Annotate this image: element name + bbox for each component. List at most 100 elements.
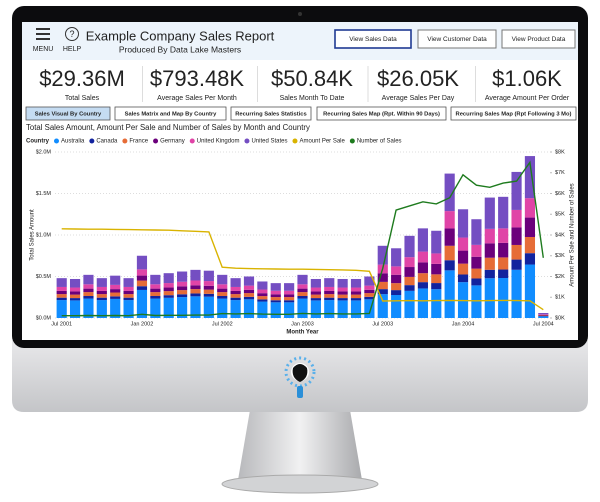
y-tick-label: $1.5M: [36, 191, 52, 197]
bar-segment: [136, 280, 148, 287]
bar-segment: [150, 292, 161, 297]
y2-tick-label: $4K: [555, 232, 565, 238]
bar-segment: [350, 300, 362, 318]
bar-segment: [110, 275, 121, 285]
x-tick-label: Jan 2002: [131, 321, 154, 327]
bar-segment: [217, 298, 228, 318]
bar-segment: [217, 284, 228, 289]
bar-segment: [310, 298, 321, 301]
bar-segment: [243, 293, 255, 297]
tab[interactable]: [25, 106, 111, 121]
help-button[interactable]: ? HELP: [63, 27, 82, 53]
bar-segment: [431, 230, 442, 254]
bar-segment: [284, 294, 295, 298]
nav-button[interactable]: [417, 29, 497, 49]
tab-label: Recurring Sales Map (Rpt. Within 90 Days…: [323, 112, 440, 118]
bar-segment: [484, 257, 495, 270]
bar-segment: [163, 287, 174, 292]
x-tick-label: Jan 2003: [291, 321, 314, 327]
bar-segment: [243, 285, 255, 290]
bar-segment: [150, 284, 161, 289]
bar-segment: [69, 294, 81, 299]
bar-segment: [404, 276, 415, 286]
bar-segment: [217, 288, 228, 293]
bar-segment: [471, 244, 482, 257]
bar-segment: [123, 290, 134, 295]
bar-segment: [417, 228, 428, 252]
bar-segment: [96, 278, 107, 287]
bar-segment: [350, 294, 362, 299]
bar-segment: [177, 271, 188, 282]
bar-segment: [257, 296, 268, 300]
bar-segment: [484, 228, 495, 244]
bar-segment: [337, 300, 348, 318]
bar-segment: [484, 269, 495, 279]
legend-title: Country: [26, 139, 50, 145]
bar-segment: [364, 289, 375, 294]
help-label: HELP: [63, 46, 82, 53]
bar-segment: [350, 278, 362, 288]
bar-segment: [417, 282, 428, 289]
bar-segment: [511, 171, 522, 210]
bar-segment: [297, 274, 308, 285]
bar-segment: [203, 293, 214, 297]
bar-segment: [177, 294, 188, 298]
legend-marker: [349, 138, 355, 144]
kpi-value: $1.06K: [492, 66, 562, 91]
legend-marker: [189, 138, 195, 144]
y2-tick-label: $2K: [555, 274, 565, 280]
nav-button-label: View Sales Data: [349, 36, 397, 43]
bar-segment: [270, 290, 281, 295]
nav-button[interactable]: [334, 29, 412, 49]
bar-segment: [364, 293, 375, 297]
bar-segment: [457, 250, 469, 264]
bar-segment: [123, 300, 134, 318]
bar-segment: [270, 297, 281, 301]
tab[interactable]: [316, 106, 447, 121]
y2-tick-label: $0K: [555, 315, 565, 321]
y2-tick-label: $7K: [555, 170, 565, 176]
bar-segment: [257, 281, 268, 290]
legend-marker: [292, 138, 298, 144]
bar-segment: [69, 298, 81, 301]
bar-segment: [364, 296, 375, 300]
kpi-value: $29.36M: [39, 66, 125, 91]
camera: [298, 12, 302, 16]
bar-segment: [230, 294, 241, 298]
bar-segment: [284, 290, 295, 295]
menu-button[interactable]: MENU: [33, 28, 54, 53]
bar-segment: [190, 296, 201, 318]
bar-segment: [243, 296, 255, 300]
bar-segment: [150, 298, 161, 318]
bar-segment: [324, 278, 335, 287]
bar-segment: [511, 244, 522, 260]
y-tick-label: $0.0M: [36, 315, 52, 321]
bar-segment: [110, 284, 121, 290]
bar-segment: [203, 289, 214, 294]
bar-segment: [243, 289, 255, 294]
bar-segment: [56, 294, 67, 298]
bar-segment: [270, 294, 281, 298]
bar-segment: [457, 237, 469, 251]
legend-label: Canada: [96, 139, 118, 145]
bar-segment: [83, 284, 94, 289]
tab[interactable]: [450, 106, 577, 121]
bar-segment: [123, 294, 134, 298]
help-icon: ?: [69, 29, 74, 39]
nav-button[interactable]: [501, 29, 576, 49]
bar-segment: [96, 286, 107, 291]
tab-label: Recurring Sales Statistics: [235, 112, 307, 118]
bar-segment: [163, 273, 174, 284]
bar-segment: [230, 278, 241, 287]
tab[interactable]: [114, 106, 227, 121]
bar-segment: [190, 269, 201, 281]
tab[interactable]: [230, 106, 312, 121]
bar-segment: [150, 274, 161, 285]
bar-segment: [177, 281, 188, 287]
bar-segment: [56, 290, 67, 295]
bar-segment: [524, 253, 536, 265]
bar-segment: [404, 290, 415, 318]
bar-segment: [498, 242, 509, 258]
bar-segment: [524, 217, 536, 237]
